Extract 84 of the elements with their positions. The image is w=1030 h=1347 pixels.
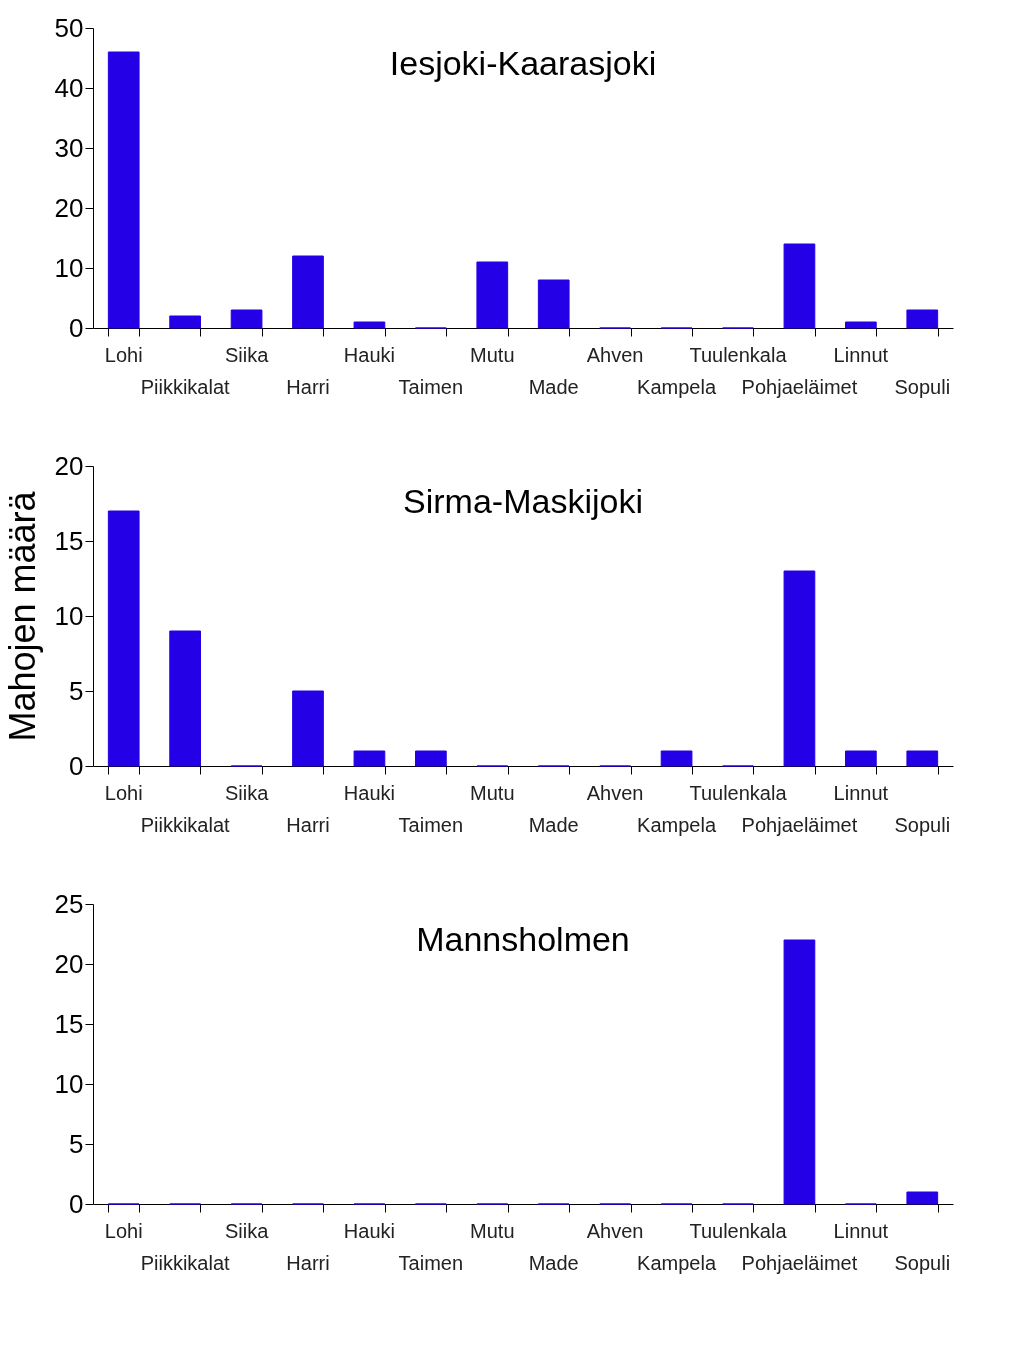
x-tick-label: Sopuli (894, 1252, 951, 1274)
bar (169, 630, 201, 767)
x-tick-label: Lohi (104, 782, 143, 804)
x-tick-label: Siika (224, 1220, 270, 1242)
y-tick-label: 15 (54, 525, 84, 556)
x-tick-label: Lohi (104, 1220, 143, 1242)
x-tick-label: Tuulenkala (689, 344, 788, 366)
x-tick-label: Hauki (343, 1220, 395, 1242)
bar (353, 321, 386, 329)
bar (783, 939, 816, 1205)
x-tick-label: Mutu (470, 344, 515, 366)
x-tick-label: Harri (286, 376, 330, 398)
bar (230, 309, 263, 329)
y-tick-label: 10 (54, 252, 84, 283)
bar (845, 750, 877, 767)
text: Iesjoki-Kaarasjoki (389, 44, 657, 82)
x-tick-label: Lohi (104, 344, 143, 366)
x-tick-label: Hauki (343, 344, 395, 366)
x-tick-label: Siika (224, 344, 270, 366)
bar (783, 243, 816, 329)
x-tick-label: Made (528, 376, 579, 398)
y-tick-label: 50 (54, 12, 84, 43)
x-tick-label: Pohjaeläimet (741, 814, 858, 836)
x-tick-label: Kampela (637, 814, 717, 836)
x-tick-label: Linnut (833, 782, 889, 804)
x-tick-label: Tuulenkala (689, 782, 788, 804)
y-tick-label: 0 (69, 750, 84, 781)
x-tick-label: Ahven (586, 344, 644, 366)
text: Mannsholmen (416, 920, 630, 958)
x-tick-label: Piikkikalat (140, 376, 231, 398)
y-axis-title: Mahojen määrä (1, 490, 43, 742)
x-tick-label: Mutu (470, 782, 515, 804)
bar (292, 690, 324, 767)
y-tick-label: 25 (54, 888, 84, 919)
x-tick-label: Made (528, 814, 579, 836)
bar (537, 279, 570, 329)
x-tick-label: Kampela (637, 1252, 717, 1274)
y-tick-label: 40 (54, 72, 84, 103)
x-tick-label: Pohjaeläimet (741, 376, 858, 398)
y-tick-label: 20 (54, 450, 84, 481)
x-tick-label: Harri (286, 814, 330, 836)
bar (169, 315, 201, 329)
y-tick-label: 20 (54, 948, 84, 979)
bar (292, 255, 324, 329)
x-tick-label: Harri (286, 1252, 330, 1274)
x-tick-label: Hauki (343, 782, 395, 804)
x-tick-label: Taimen (398, 376, 464, 398)
y-tick-label: 5 (69, 675, 84, 706)
x-tick-label: Mutu (470, 1220, 515, 1242)
bar (107, 510, 140, 767)
bar (353, 750, 386, 767)
bar (415, 750, 447, 767)
bar (906, 750, 939, 767)
bar (906, 309, 939, 329)
y-tick-label: 10 (54, 600, 84, 631)
bar (906, 1191, 939, 1205)
y-tick-label: 0 (69, 312, 84, 343)
x-tick-label: Ahven (586, 1220, 644, 1242)
bar (845, 321, 877, 329)
x-tick-label: Tuulenkala (689, 1220, 788, 1242)
x-tick-label: Piikkikalat (140, 1252, 231, 1274)
x-tick-label: Sopuli (894, 376, 951, 398)
bar (783, 570, 816, 767)
x-tick-label: Pohjaeläimet (741, 1252, 858, 1274)
x-tick-label: Linnut (833, 1220, 889, 1242)
x-tick-label: Taimen (398, 1252, 464, 1274)
x-tick-label: Kampela (637, 376, 717, 398)
y-tick-label: 30 (54, 132, 84, 163)
bar (107, 51, 140, 329)
x-tick-label: Ahven (586, 782, 644, 804)
x-tick-label: Sopuli (894, 814, 951, 836)
y-tick-label: 5 (69, 1128, 84, 1159)
x-tick-label: Siika (224, 782, 270, 804)
y-tick-label: 0 (69, 1188, 84, 1219)
bar (660, 750, 693, 767)
x-tick-label: Linnut (833, 344, 889, 366)
x-tick-label: Taimen (398, 814, 464, 836)
x-tick-label: Made (528, 1252, 579, 1274)
y-tick-label: 15 (54, 1008, 84, 1039)
y-tick-label: 20 (54, 192, 84, 223)
text: Sirma-Maskijoki (403, 482, 643, 520)
x-tick-label: Piikkikalat (140, 814, 231, 836)
bar (476, 261, 509, 329)
y-tick-label: 10 (54, 1068, 84, 1099)
